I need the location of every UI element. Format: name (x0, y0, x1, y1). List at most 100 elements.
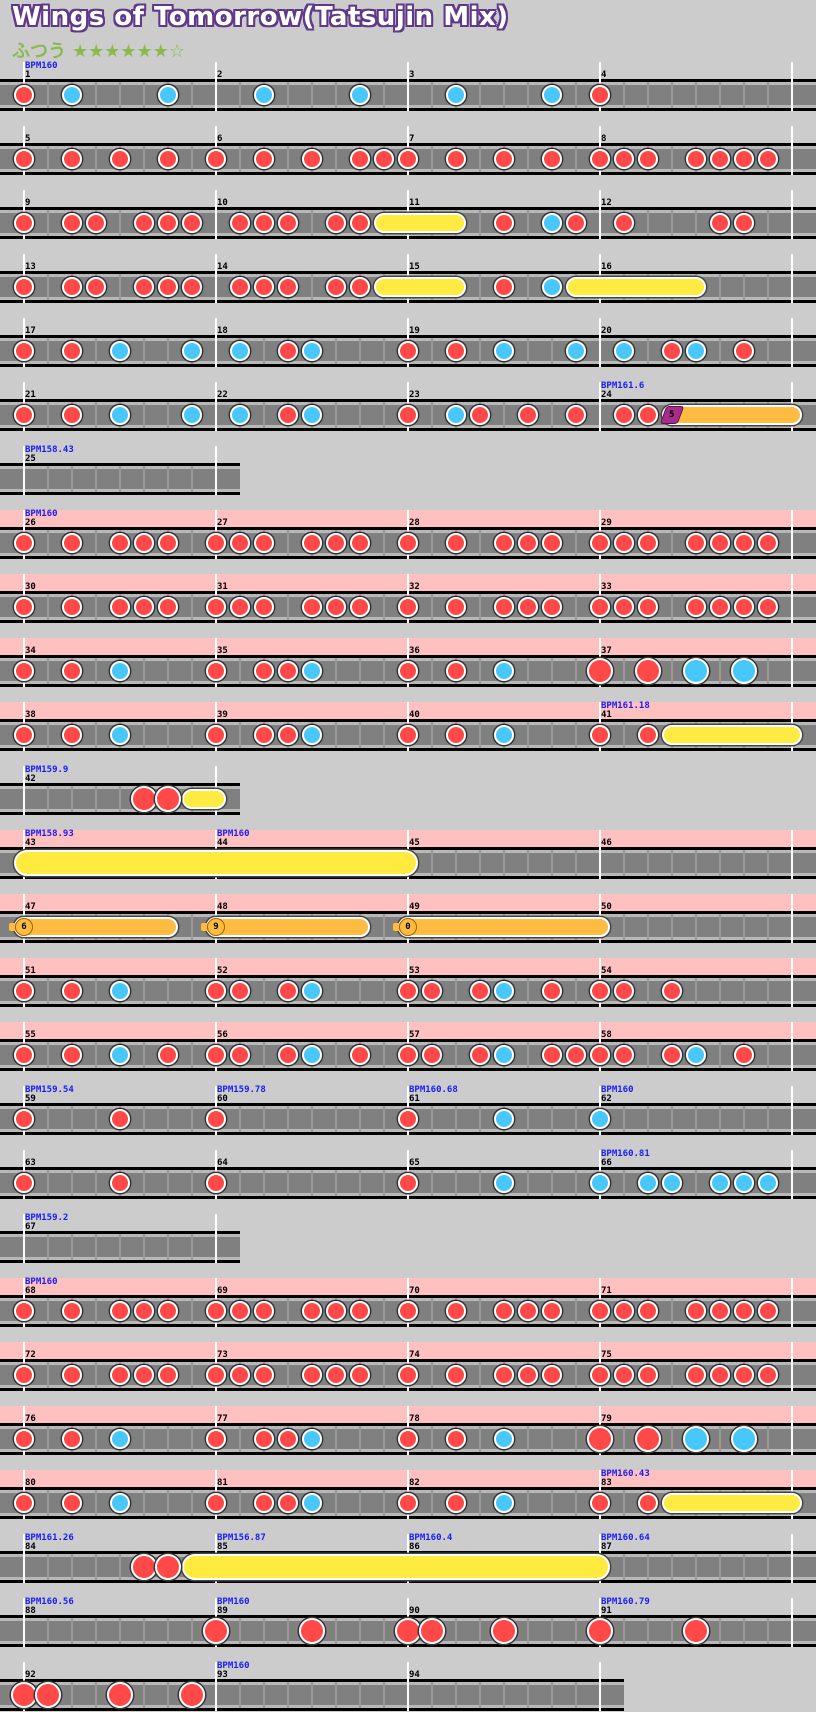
don-note (614, 1045, 634, 1065)
beat-gridline (287, 1298, 289, 1324)
ka-note (230, 405, 250, 425)
big-don-note (155, 1554, 181, 1580)
beat-gridline (455, 1106, 457, 1132)
don-note (734, 213, 754, 233)
beat-gridline (143, 1042, 145, 1068)
don-note (230, 277, 250, 297)
measure-number: 41 (601, 710, 612, 720)
drumroll (662, 1493, 802, 1513)
beat-gridline (191, 722, 193, 748)
ka-note (110, 1493, 130, 1513)
beat-gridline (143, 1426, 145, 1452)
beat-gridline (767, 1042, 769, 1068)
measure-number: 92 (25, 1670, 36, 1680)
beat-gridline (167, 722, 169, 748)
measure-number: 40 (409, 710, 420, 720)
chart-row: 34 35 36 37 (0, 638, 816, 688)
don-note (14, 981, 34, 1001)
big-don-note (587, 1618, 613, 1644)
don-note (662, 1045, 682, 1065)
measure-number: 5 (25, 134, 31, 144)
beat-gridline (695, 1106, 697, 1132)
beat-gridline (263, 1170, 265, 1196)
ka-note (110, 405, 130, 425)
beat-gridline (71, 1554, 73, 1580)
bpm-label: BPM156.87 (217, 1533, 266, 1543)
beat-gridline (647, 1554, 649, 1580)
don-note (350, 1301, 370, 1321)
ka-note (494, 1109, 514, 1129)
beat-gridline (527, 722, 529, 748)
beat-gridline (767, 338, 769, 364)
beat-gridline (335, 658, 337, 684)
bpm-label: BPM160.79 (601, 1597, 650, 1607)
don-note (86, 277, 106, 297)
big-don-note (683, 1618, 709, 1644)
chart-row: 43 BPM158.93 44 BPM160 45 46 (0, 830, 816, 880)
measure-number: 34 (25, 646, 36, 656)
bpm-label: BPM160 (25, 509, 58, 519)
beat-gridline (551, 402, 553, 428)
don-note (206, 597, 226, 617)
beat-gridline (95, 402, 97, 428)
measure-line (791, 1278, 793, 1327)
don-note (686, 149, 706, 169)
measure-number: 10 (217, 198, 228, 208)
beat-gridline (527, 338, 529, 364)
don-note (14, 1301, 34, 1321)
measure-number: 78 (409, 1414, 420, 1424)
beat-gridline (95, 978, 97, 1004)
measure-line (215, 254, 217, 303)
beat-gridline (719, 1426, 721, 1452)
measure-number: 7 (409, 134, 415, 144)
measure-line (791, 1342, 793, 1391)
don-note (398, 725, 418, 745)
beat-gridline (455, 1618, 457, 1644)
don-note (110, 149, 130, 169)
bpm-label: BPM160.68 (409, 1085, 458, 1095)
measure-line (791, 638, 793, 687)
measure-number: 45 (409, 838, 420, 848)
don-note (398, 149, 418, 169)
don-note (638, 533, 658, 553)
measure-number: 88 (25, 1606, 36, 1616)
don-note (14, 1365, 34, 1385)
chart-row: 88 BPM160.56 89 BPM160 90 91 BPM160.79 (0, 1598, 816, 1648)
beat-gridline (239, 722, 241, 748)
beat-gridline (95, 722, 97, 748)
ka-note (302, 981, 322, 1001)
bpm-label: BPM160.81 (601, 1149, 650, 1159)
don-note (302, 1301, 322, 1321)
ka-note (494, 1045, 514, 1065)
beat-gridline (431, 1170, 433, 1196)
ka-note (302, 1493, 322, 1513)
measure-line (599, 382, 601, 431)
ka-note (110, 1045, 130, 1065)
beat-gridline (647, 1618, 649, 1644)
beat-gridline (167, 1170, 169, 1196)
measure-line (215, 62, 217, 111)
ka-note (110, 725, 130, 745)
beat-gridline (191, 1170, 193, 1196)
measure-number: 81 (217, 1478, 228, 1488)
beat-gridline (167, 338, 169, 364)
measure-number: 62 (601, 1094, 612, 1104)
don-note (278, 1493, 298, 1513)
don-note (62, 213, 82, 233)
beat-gridline (287, 1362, 289, 1388)
measure-number: 33 (601, 582, 612, 592)
don-note (518, 597, 538, 617)
beat-gridline (119, 1618, 121, 1644)
beat-gridline (383, 530, 385, 556)
beat-gridline (671, 1618, 673, 1644)
beat-gridline (551, 850, 553, 876)
ka-note (302, 1045, 322, 1065)
beat-gridline (167, 1426, 169, 1452)
don-note (590, 85, 610, 105)
chart-row: 13 14 15 16 (0, 254, 816, 304)
difficulty-label: ふつう (12, 41, 66, 62)
beat-gridline (623, 1554, 625, 1580)
beat-gridline (95, 658, 97, 684)
ka-note (542, 213, 562, 233)
beat-gridline (527, 978, 529, 1004)
